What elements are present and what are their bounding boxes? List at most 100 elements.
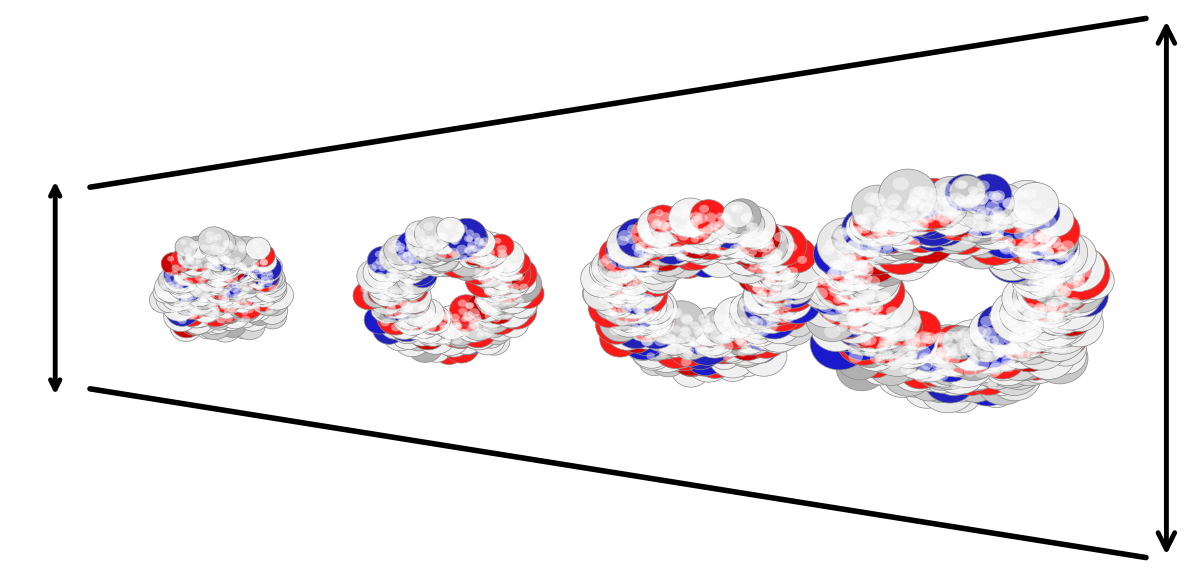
Ellipse shape (1016, 335, 1030, 346)
Ellipse shape (697, 336, 706, 343)
Ellipse shape (760, 316, 772, 327)
Ellipse shape (737, 317, 746, 325)
Ellipse shape (655, 209, 664, 216)
Ellipse shape (470, 245, 494, 267)
Ellipse shape (714, 232, 744, 259)
Ellipse shape (896, 232, 942, 272)
Ellipse shape (658, 221, 670, 231)
Ellipse shape (1055, 286, 1068, 295)
Ellipse shape (1024, 233, 1033, 241)
Ellipse shape (907, 213, 923, 225)
Ellipse shape (679, 327, 691, 337)
Ellipse shape (380, 295, 390, 303)
Ellipse shape (647, 236, 691, 276)
Ellipse shape (690, 320, 724, 351)
Ellipse shape (896, 191, 941, 232)
Ellipse shape (948, 211, 961, 222)
Ellipse shape (1008, 322, 1055, 365)
Ellipse shape (672, 325, 682, 333)
Ellipse shape (1004, 316, 1018, 326)
Ellipse shape (895, 206, 947, 253)
Ellipse shape (382, 289, 392, 297)
Ellipse shape (258, 281, 264, 287)
Ellipse shape (1036, 233, 1049, 244)
Ellipse shape (833, 241, 848, 253)
Ellipse shape (708, 339, 742, 370)
Ellipse shape (1032, 260, 1046, 271)
Ellipse shape (224, 313, 230, 319)
Ellipse shape (232, 277, 263, 306)
Ellipse shape (1027, 240, 1039, 250)
Ellipse shape (704, 213, 716, 222)
Ellipse shape (367, 268, 401, 300)
Ellipse shape (383, 272, 406, 293)
Ellipse shape (751, 297, 797, 339)
Ellipse shape (836, 308, 884, 351)
Ellipse shape (385, 312, 394, 319)
Ellipse shape (922, 332, 936, 344)
Ellipse shape (982, 210, 1021, 246)
Ellipse shape (403, 285, 414, 294)
Ellipse shape (960, 223, 997, 256)
Ellipse shape (445, 320, 476, 348)
Ellipse shape (905, 194, 943, 229)
Ellipse shape (174, 275, 184, 282)
Ellipse shape (679, 204, 691, 214)
Ellipse shape (455, 241, 496, 277)
Ellipse shape (210, 262, 235, 285)
Ellipse shape (727, 332, 766, 367)
Ellipse shape (389, 296, 415, 320)
Ellipse shape (637, 308, 646, 314)
Ellipse shape (749, 316, 761, 325)
Ellipse shape (901, 327, 914, 338)
Ellipse shape (925, 348, 971, 391)
Ellipse shape (768, 306, 779, 315)
Ellipse shape (220, 302, 228, 309)
Ellipse shape (398, 318, 408, 325)
Ellipse shape (376, 292, 400, 313)
Ellipse shape (209, 255, 218, 263)
Ellipse shape (1012, 331, 1022, 340)
Ellipse shape (698, 239, 739, 276)
Ellipse shape (638, 253, 648, 260)
Ellipse shape (390, 250, 421, 279)
Ellipse shape (454, 305, 494, 342)
Ellipse shape (259, 266, 284, 290)
Ellipse shape (930, 196, 967, 230)
Ellipse shape (612, 300, 622, 308)
Ellipse shape (908, 192, 922, 202)
Ellipse shape (260, 293, 269, 300)
Ellipse shape (234, 297, 260, 321)
Ellipse shape (200, 283, 222, 302)
Ellipse shape (912, 339, 926, 350)
Ellipse shape (446, 218, 487, 255)
Ellipse shape (745, 268, 755, 275)
Ellipse shape (196, 267, 220, 289)
Ellipse shape (752, 293, 782, 320)
Ellipse shape (1006, 349, 1015, 357)
Ellipse shape (1022, 195, 1060, 229)
Ellipse shape (836, 336, 883, 380)
Ellipse shape (1006, 219, 1016, 228)
Ellipse shape (839, 281, 854, 294)
Ellipse shape (676, 214, 720, 254)
Ellipse shape (370, 287, 377, 293)
Ellipse shape (360, 286, 370, 293)
Ellipse shape (854, 277, 866, 287)
Ellipse shape (239, 282, 247, 289)
Ellipse shape (373, 314, 406, 344)
Ellipse shape (730, 232, 763, 263)
Ellipse shape (828, 266, 844, 279)
Ellipse shape (492, 294, 499, 300)
Ellipse shape (848, 256, 882, 286)
Ellipse shape (647, 305, 689, 344)
Ellipse shape (911, 185, 953, 223)
Ellipse shape (506, 286, 533, 310)
Ellipse shape (649, 206, 690, 244)
Ellipse shape (1048, 293, 1094, 336)
Ellipse shape (860, 348, 901, 385)
Ellipse shape (511, 272, 522, 281)
Ellipse shape (1013, 274, 1062, 319)
Ellipse shape (494, 267, 529, 298)
Ellipse shape (406, 221, 434, 247)
